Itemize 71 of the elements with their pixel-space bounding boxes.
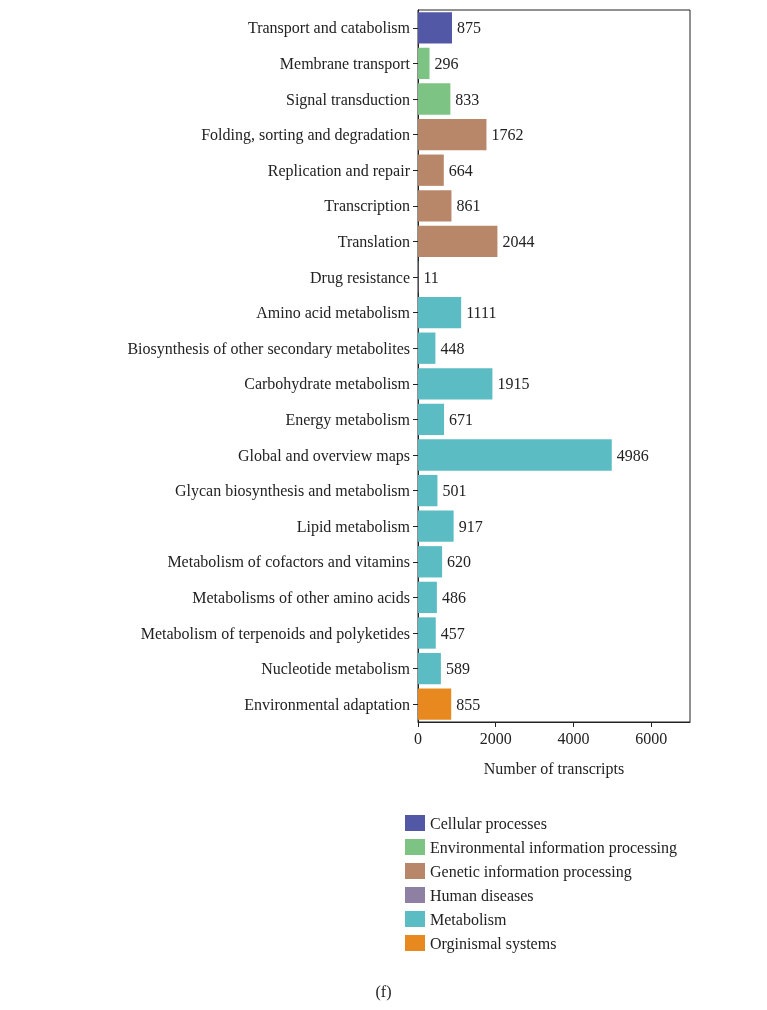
- data-label: 664: [448, 161, 473, 179]
- data-label: 1111: [466, 304, 497, 322]
- y-tick-label: Environmental adaptation: [244, 695, 410, 714]
- data-label: 875: [457, 19, 481, 37]
- bar: [418, 368, 493, 400]
- data-label: 917: [458, 517, 483, 535]
- x-tick-label: 2000: [479, 729, 512, 747]
- y-tick-label: Biosynthesis of other secondary metabolites: [127, 339, 410, 358]
- data-label: 11: [423, 268, 439, 286]
- bar: [418, 439, 612, 471]
- legend-label: Orginismal systems: [430, 934, 557, 953]
- bar: [418, 12, 452, 44]
- legend-label: Genetic information processing: [430, 862, 632, 881]
- bar: [418, 296, 462, 329]
- data-label: 671: [449, 410, 474, 428]
- y-tick-label: Membrane transport: [279, 54, 411, 73]
- y-tick-label: Metabolism of terpenoids and polyketides: [140, 624, 410, 643]
- y-tick-label: Glycan biosynthesis and metabolism: [174, 482, 411, 501]
- y-tick-label: Drug resistance: [310, 268, 410, 287]
- bar: [418, 688, 452, 720]
- bar: [418, 118, 487, 151]
- y-tick-label: Metabolisms of other amino acids: [192, 588, 410, 606]
- y-tick-label: Nucleotide metabolism: [261, 660, 411, 678]
- x-tick-label: 0: [414, 729, 422, 747]
- y-tick-label: Lipid metabolism: [296, 517, 411, 536]
- data-label: 486: [441, 588, 466, 606]
- bar: [418, 546, 443, 578]
- bar: [418, 652, 441, 685]
- y-tick-label: Global and overview maps: [238, 446, 410, 465]
- data-label: 501: [442, 482, 467, 500]
- data-label: 1762: [491, 126, 524, 144]
- x-axis-title: Number of transcripts: [483, 759, 625, 778]
- data-label: 855: [456, 695, 481, 713]
- data-label: 4986: [616, 446, 649, 464]
- data-label: 457: [440, 624, 465, 642]
- y-tick-label: Amino acid metabolism: [256, 304, 411, 322]
- text: (f): [375, 982, 392, 1001]
- legend-label: Environmental information processing: [430, 838, 678, 857]
- y-tick-label: Carbohydrate metabolism: [244, 375, 411, 394]
- legend-label: Metabolism: [430, 910, 507, 928]
- data-label: 589: [445, 660, 470, 678]
- bar: [418, 510, 454, 542]
- x-tick-label: 4000: [557, 729, 590, 747]
- data-label: 296: [434, 54, 459, 72]
- data-label: 620: [447, 553, 472, 571]
- x-tick-label: 6000: [635, 729, 668, 747]
- bar: [418, 225, 498, 258]
- bar: [418, 403, 445, 436]
- legend-label: Human diseases: [430, 886, 534, 904]
- bar: [418, 154, 444, 186]
- data-label: 1915: [497, 375, 530, 393]
- y-tick-label: Transcription: [324, 197, 410, 216]
- y-tick-label: Replication and repair: [267, 161, 411, 180]
- y-tick-label: Folding, sorting and degradation: [201, 126, 410, 145]
- y-tick-label: Translation: [337, 232, 410, 250]
- y-tick-label: Transport and catabolism: [247, 19, 411, 38]
- data-label: 833: [455, 90, 480, 108]
- y-tick-label: Metabolism of cofactors and vitamins: [167, 553, 410, 571]
- y-tick-label: Energy metabolism: [285, 410, 411, 429]
- y-tick-label: Signal transduction: [286, 90, 410, 109]
- bar: [418, 617, 436, 649]
- bar: [418, 190, 452, 222]
- bar: [418, 474, 438, 507]
- data-label: 2044: [502, 232, 535, 250]
- bar: [418, 47, 430, 80]
- legend-label: Cellular processes: [430, 814, 547, 833]
- bar: [418, 332, 436, 364]
- bar: [418, 581, 437, 614]
- data-label: 861: [456, 197, 481, 215]
- bar: [418, 83, 451, 115]
- data-label: 448: [440, 339, 465, 357]
